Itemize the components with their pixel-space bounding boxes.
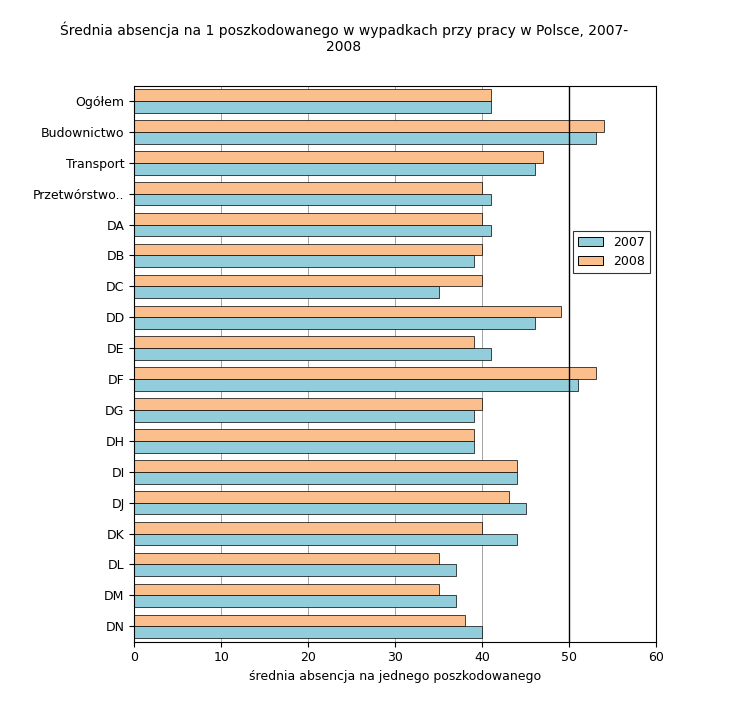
Bar xyxy=(134,317,535,329)
Bar xyxy=(134,337,474,348)
Bar xyxy=(134,306,561,317)
Bar xyxy=(134,244,483,255)
Bar xyxy=(134,441,474,453)
Legend: 2007, 2008: 2007, 2008 xyxy=(574,231,651,273)
Bar xyxy=(134,553,439,565)
Bar xyxy=(134,151,543,163)
Bar xyxy=(134,615,465,626)
Bar xyxy=(134,460,517,472)
Bar xyxy=(134,491,509,503)
Bar xyxy=(134,522,483,533)
Bar xyxy=(134,399,483,410)
Bar xyxy=(134,584,439,595)
Bar xyxy=(134,213,483,225)
Bar xyxy=(134,565,457,576)
Bar xyxy=(134,410,474,421)
Bar xyxy=(134,367,595,379)
Bar xyxy=(134,101,491,113)
Bar xyxy=(134,120,604,132)
Bar xyxy=(134,595,457,607)
Bar xyxy=(134,225,491,236)
Text: Średnia absencja na 1 poszkodowanego w wypadkach przy pracy w Polsce, 2007-
2008: Średnia absencja na 1 poszkodowanego w w… xyxy=(60,21,628,54)
Bar xyxy=(134,255,474,267)
Bar xyxy=(134,626,483,638)
Bar xyxy=(134,503,526,514)
X-axis label: średnia absencja na jednego poszkodowanego: średnia absencja na jednego poszkodowane… xyxy=(249,670,542,683)
Bar xyxy=(134,275,483,287)
Bar xyxy=(134,429,474,441)
Bar xyxy=(134,472,517,483)
Bar xyxy=(134,132,595,143)
Bar xyxy=(134,533,517,545)
Bar xyxy=(134,163,535,175)
Bar xyxy=(134,379,578,391)
Bar xyxy=(134,194,491,205)
Bar xyxy=(134,348,491,360)
Bar xyxy=(134,287,439,298)
Bar xyxy=(134,89,491,101)
Bar xyxy=(134,182,483,194)
